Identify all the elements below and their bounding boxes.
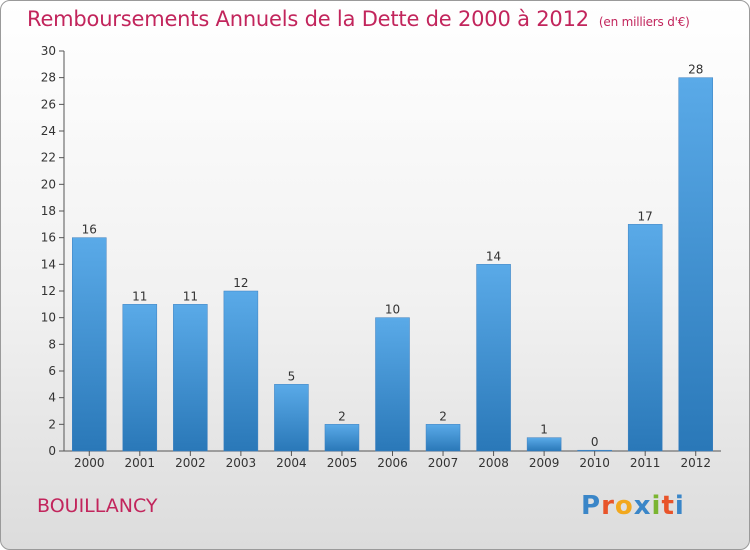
- y-tick-label: 26: [41, 97, 56, 111]
- proxiti-logo: Proxiti: [581, 491, 685, 521]
- town-name: BOUILLANCY: [37, 495, 158, 517]
- bar-value-label: 17: [638, 209, 653, 223]
- logo-letter: x: [633, 491, 652, 521]
- y-tick-label: 6: [48, 364, 56, 378]
- y-tick-label: 8: [48, 337, 56, 351]
- x-tick-label: 2005: [327, 456, 358, 470]
- y-tick-label: 28: [41, 71, 56, 85]
- bar-value-label: 11: [132, 289, 147, 303]
- y-tick-label: 16: [41, 231, 56, 245]
- bar: [72, 237, 107, 452]
- x-tick-label: 2002: [175, 456, 206, 470]
- x-tick-label: 2007: [428, 456, 459, 470]
- bar-value-label: 5: [288, 369, 296, 383]
- bar: [425, 424, 461, 452]
- y-tick-label: 24: [41, 124, 56, 138]
- logo-letter: o: [614, 491, 634, 521]
- logo-letter: i: [674, 491, 685, 521]
- bar-value-label: 1: [540, 423, 548, 437]
- bar: [173, 304, 208, 452]
- bar: [627, 224, 663, 452]
- x-tick-label: 2008: [478, 456, 509, 470]
- y-tick-label: 0: [48, 444, 56, 458]
- x-tick-label: 2001: [125, 456, 156, 470]
- bar-value-label: 11: [183, 289, 198, 303]
- y-tick-label: 2: [48, 417, 56, 431]
- bar: [122, 304, 158, 452]
- bar-value-label: 2: [338, 409, 346, 423]
- x-tick-label: 2012: [680, 456, 711, 470]
- logo-letter: r: [601, 491, 615, 521]
- x-tick-label: 2009: [529, 456, 560, 470]
- logo-letter: t: [661, 491, 675, 521]
- x-tick-label: 2010: [579, 456, 610, 470]
- bar: [526, 437, 562, 452]
- bar: [274, 384, 309, 452]
- x-tick-label: 2000: [74, 456, 105, 470]
- y-tick-label: 20: [41, 177, 56, 191]
- bar: [678, 77, 713, 452]
- bar-value-label: 14: [486, 249, 501, 263]
- x-tick-label: 2011: [630, 456, 661, 470]
- y-tick-label: 30: [41, 44, 56, 58]
- y-tick-label: 4: [48, 391, 56, 405]
- y-tick-label: 22: [41, 151, 56, 165]
- bar: [324, 424, 360, 452]
- bar: [577, 449, 612, 452]
- bar: [223, 290, 259, 452]
- bar-value-label: 0: [591, 435, 599, 449]
- bar: [476, 264, 511, 452]
- bar-value-label: 16: [82, 223, 97, 237]
- chart-title: Remboursements Annuels de la Dette de 20…: [27, 7, 690, 31]
- bar: [375, 317, 410, 452]
- y-tick-label: 12: [41, 284, 56, 298]
- x-tick-label: 2006: [377, 456, 408, 470]
- title-unit: (en milliers d'€): [598, 15, 690, 29]
- bar-value-label: 10: [385, 303, 400, 317]
- y-tick-label: 14: [41, 257, 56, 271]
- bar-value-label: 12: [233, 276, 248, 290]
- logo-letter: i: [651, 491, 662, 521]
- bar-value-label: 2: [439, 409, 447, 423]
- title-text: Remboursements Annuels de la Dette de 20…: [27, 7, 589, 31]
- y-tick-label: 10: [41, 311, 56, 325]
- bar-value-label: 28: [688, 63, 703, 77]
- x-tick-label: 2003: [226, 456, 257, 470]
- x-tick-label: 2004: [276, 456, 307, 470]
- y-tick-label: 18: [41, 204, 56, 218]
- logo-letter: P: [581, 491, 602, 521]
